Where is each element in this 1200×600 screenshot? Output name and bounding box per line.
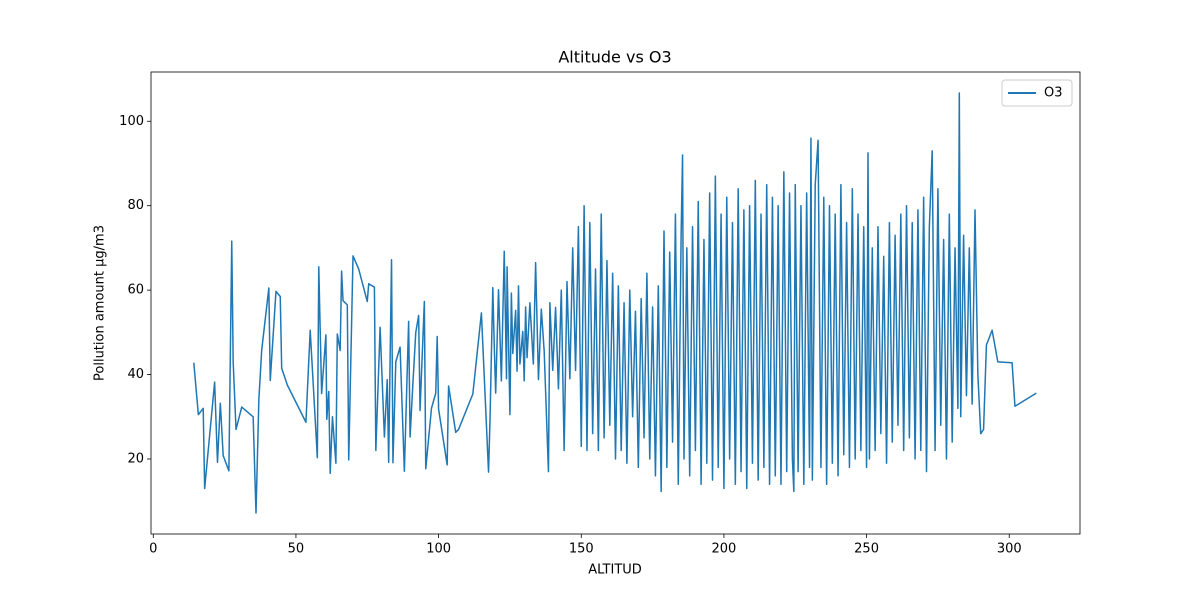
x-tick-label: 150 bbox=[569, 542, 594, 557]
data-line bbox=[193, 92, 1037, 514]
x-tick-label: 300 bbox=[997, 542, 1022, 557]
y-tick-label: 80 bbox=[127, 198, 144, 213]
y-axis-label: Pollution amount µg/m3 bbox=[93, 225, 108, 381]
x-tick-label: 200 bbox=[712, 542, 737, 557]
chart-title: Altitude vs O3 bbox=[558, 48, 671, 67]
x-tick-label: 100 bbox=[426, 542, 451, 557]
y-tick-label: 40 bbox=[127, 367, 144, 382]
plot-frame bbox=[150, 71, 1081, 535]
y-tick-label: 100 bbox=[119, 114, 144, 129]
y-tick-label: 20 bbox=[127, 451, 144, 466]
legend-label: O3 bbox=[1044, 86, 1063, 101]
x-axis-label: ALTITUD bbox=[588, 563, 642, 578]
x-tick-label: 50 bbox=[288, 542, 305, 557]
x-tick-label: 250 bbox=[854, 542, 879, 557]
y-tick-label: 60 bbox=[127, 283, 144, 298]
x-tick-label: 0 bbox=[149, 542, 157, 557]
legend-box bbox=[1001, 79, 1073, 107]
